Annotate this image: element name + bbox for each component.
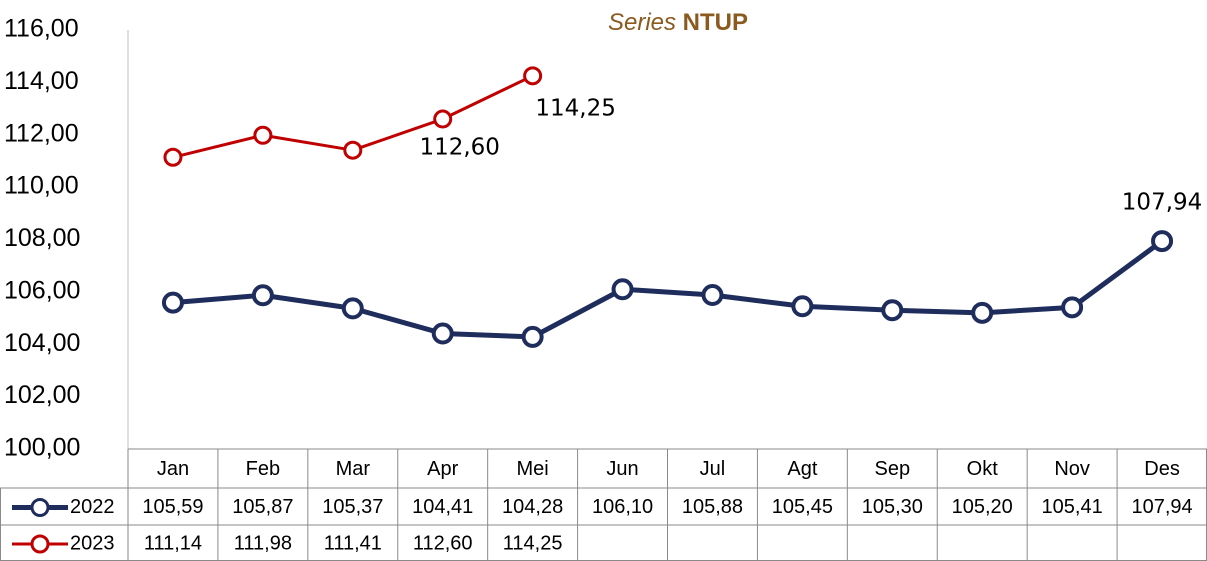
x-tick-label: Jun [606,458,638,480]
data-point [341,297,364,320]
y-tick-label: 110,00 [4,172,79,200]
data-point [611,278,634,301]
table-cell: 105,59 [142,496,203,518]
table-cell: 105,20 [952,496,1013,518]
y-tick-label: 114,00 [4,67,79,95]
table-cell: 104,41 [412,496,473,518]
data-label: 112,60 [419,135,499,161]
legend-label: 2023 [70,532,115,554]
table-cell: 111,41 [324,532,382,554]
data-point [253,125,273,145]
series-line [172,239,1164,340]
data-point [523,66,543,86]
table-cell: 114,25 [503,532,563,554]
x-tick-label: Des [1144,458,1180,480]
data-label: 114,25 [535,95,615,121]
legend-label: 2022 [70,496,115,518]
y-tick-label: 104,00 [4,329,80,357]
data-point [343,140,363,160]
data-point [521,325,544,348]
x-tick-label: Jul [700,458,726,480]
x-tick-label: Okt [967,458,999,480]
data-point [791,295,814,318]
y-tick-label: 102,00 [4,381,80,409]
y-tick-label: 106,00 [4,276,80,304]
data-point [433,109,453,129]
data-point [163,147,183,167]
x-tick-label: Jan [157,458,189,480]
table-cell: 112,60 [413,532,473,554]
y-tick-label: 108,00 [4,224,80,252]
data-point [701,284,724,307]
table-cell: 105,37 [322,496,383,518]
data-point [971,301,994,324]
data-point [1061,296,1084,319]
table-cell: 111,14 [144,532,202,554]
data-point [1151,230,1174,253]
legend-marker [30,534,50,554]
table-cell: 105,30 [862,496,923,518]
table-cell: 107,94 [1131,496,1192,518]
x-tick-label: Mei [517,458,549,480]
table-cell: 105,41 [1042,496,1103,518]
data-point [431,322,454,345]
data-label: 107,94 [1122,190,1202,216]
x-tick-label: Sep [874,458,910,480]
x-tick-label: Nov [1054,458,1090,480]
data-point [881,299,904,322]
y-tick-label: 100,00 [4,434,80,462]
table-cell: 111,98 [234,532,292,554]
x-tick-label: Mar [336,458,371,480]
table-cell: 105,88 [682,496,743,518]
x-tick-label: Agt [787,458,817,480]
title-bold: NTUP [683,9,748,36]
data-point [161,291,184,314]
y-tick-label: 116,00 [4,15,79,43]
x-tick-label: Feb [246,458,280,480]
y-tick-label: 112,00 [4,119,79,147]
data-point [251,284,274,307]
table-cell: 105,87 [232,496,293,518]
table-cell: 106,10 [592,496,653,518]
chart-title: Series NTUP [608,9,748,36]
title-italic: Series [608,9,676,36]
legend-marker [30,498,50,517]
x-tick-label: Apr [427,458,458,480]
table-cell: 104,28 [502,496,563,518]
table-cell: 105,45 [772,496,833,518]
